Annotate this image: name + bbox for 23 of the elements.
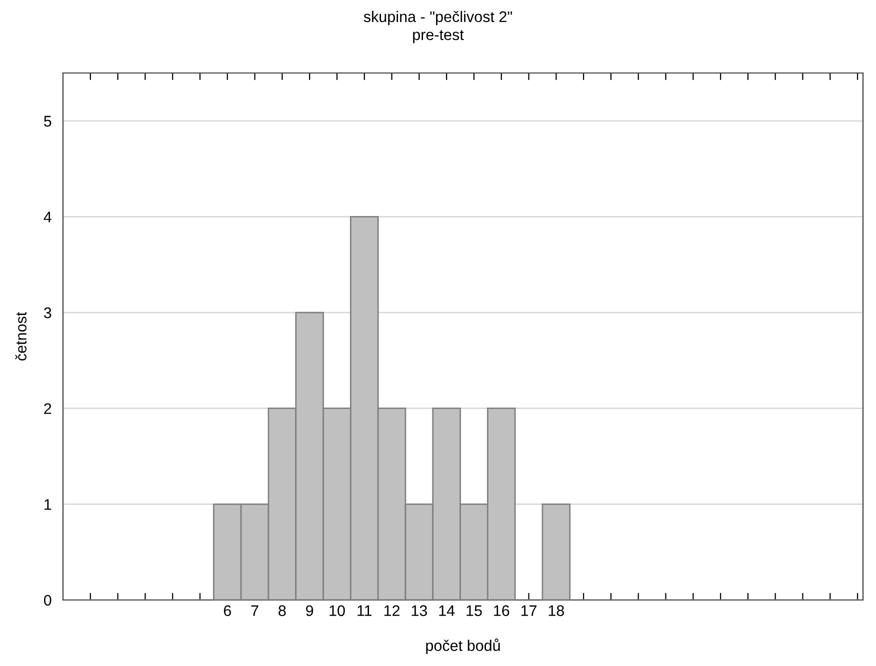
x-tick-label: 16 <box>494 605 510 616</box>
x-tick-label: 18 <box>548 605 564 616</box>
x-tick-label: 15 <box>466 605 482 616</box>
x-tick-label: 10 <box>330 605 345 616</box>
x-tick-label: 13 <box>412 605 427 616</box>
chart-title: skupina - "pečlivost 2" <box>364 10 512 26</box>
y-tick-label: 2 <box>44 403 52 414</box>
y-axis-title: četnost <box>15 312 26 360</box>
x-tick-label: 17 <box>521 605 536 616</box>
y-tick-label: 1 <box>44 499 52 510</box>
y-tick-label: 0 <box>44 594 52 606</box>
x-tick-label: 7 <box>251 605 258 616</box>
x-tick-label: 14 <box>439 605 455 616</box>
y-tick-label: 5 <box>44 116 52 127</box>
chart-subtitle: pre-test <box>413 30 464 44</box>
x-axis-title: počet bodů <box>426 638 500 654</box>
x-tick-label: 12 <box>384 605 400 616</box>
x-tick-label: 6 <box>224 605 231 616</box>
y-tick-label: 3 <box>44 307 52 318</box>
y-tick-label: 4 <box>44 212 52 222</box>
x-tick-label: 8 <box>278 605 286 616</box>
x-tick-label: 11 <box>358 605 372 616</box>
x-tick-label: 9 <box>306 605 314 616</box>
